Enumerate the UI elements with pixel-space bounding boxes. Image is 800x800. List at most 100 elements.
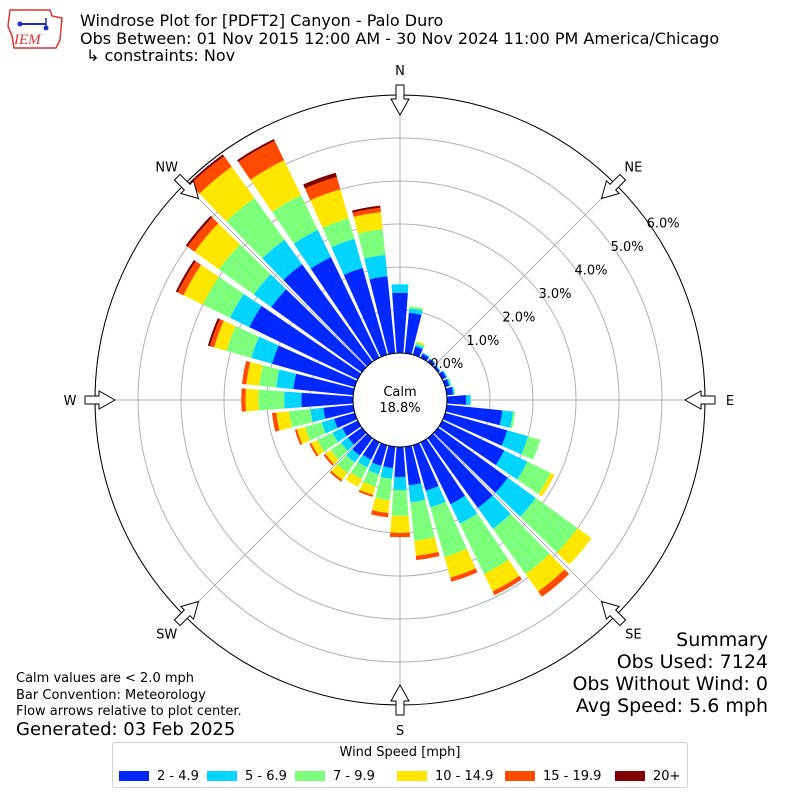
windrose-bar-segment [438, 420, 505, 466]
summary-obs-used: Obs Used: 7124 [616, 651, 768, 673]
windrose-bar-segment [525, 553, 565, 592]
compass-arrow [600, 600, 627, 627]
windrose-bar-segment [323, 404, 355, 419]
windrose-bar-segment [466, 394, 471, 406]
windrose-bar-segment [404, 312, 422, 355]
windrose-bar-segment [415, 551, 440, 561]
windrose-bar-segment [492, 575, 522, 596]
legend-swatch [505, 771, 535, 781]
legend-swatch [207, 771, 237, 781]
iem-logo: IEM [6, 6, 66, 52]
windrose-bar-segment [357, 454, 372, 468]
windrose-bar-segment [371, 510, 389, 518]
windrose-bar-segment [501, 430, 528, 455]
windrose-bar-segment [408, 308, 423, 315]
windrose-bar-segment [415, 344, 424, 350]
calm-circle [352, 352, 448, 448]
windrose-bar-segment [409, 306, 424, 311]
windrose-bar-segment [253, 274, 287, 308]
windrose-bar-segment [538, 472, 555, 497]
windrose-bar-segment [353, 212, 383, 234]
windrose-bar-segment [272, 195, 318, 244]
windrose-bar-segment [330, 442, 348, 460]
windrose-bar-segment [209, 319, 224, 348]
compass-label: SE [625, 627, 641, 642]
chart-subtitle: Obs Between: 01 Nov 2015 12:00 AM - 30 N… [80, 29, 720, 48]
compass-label: SW [156, 627, 177, 642]
radial-tick-label: 6.0% [647, 217, 680, 232]
generated-date: Generated: 03 Feb 2025 [16, 719, 236, 740]
calm-value: 18.8% [379, 401, 420, 416]
compass-arrow [683, 390, 716, 410]
windrose-bar-segment [383, 445, 396, 469]
windrose-bar-segment [371, 442, 388, 466]
legend-item: 5 - 6.9 [207, 767, 287, 785]
compass-label: NW [155, 161, 178, 176]
grid-spoke [399, 183, 617, 401]
compass-arrow [390, 683, 410, 716]
legend-label: 2 - 4.9 [157, 768, 199, 784]
compass-arrow [390, 84, 410, 117]
windrose-bar-segment [262, 239, 303, 280]
windrose-bar-segment [380, 466, 394, 479]
windrose-bar-segment [557, 528, 592, 565]
windrose-bar-segment [446, 395, 467, 405]
windrose-bar-segment [450, 495, 478, 524]
radial-tick-label: 1.0% [466, 334, 499, 349]
windrose-bar-segment [317, 432, 339, 452]
windrose-bar-segment [451, 386, 455, 395]
windrose-bar-segment [369, 276, 396, 355]
windrose-bar-segment [242, 361, 251, 385]
windrose-bar-segment [362, 438, 380, 460]
windrose-bar-segment [321, 418, 338, 434]
windrose-bar-segment [325, 450, 339, 465]
windrose-bar-segment [271, 412, 280, 432]
windrose-bar-segment [391, 284, 409, 294]
legend-label: 20+ [653, 768, 681, 784]
windrose-bar-segment [346, 449, 360, 463]
radial-tick-label: 5.0% [611, 240, 644, 255]
windrose-bar-segment [433, 427, 508, 493]
windrose-bar-segment [499, 410, 514, 428]
windrose-bar-segment [492, 513, 550, 575]
windrose-bar-segment [520, 497, 578, 553]
windrose-bar-segment [283, 264, 373, 367]
windrose-bar-segment [350, 461, 368, 480]
windrose-bar-segment [420, 438, 466, 505]
windrose-bar-segment [226, 197, 285, 259]
windrose-bar-segment [415, 342, 425, 348]
windrose-bar-segment [343, 267, 388, 358]
windrose-bar-segment [445, 386, 454, 396]
windrose-bar-segment [459, 513, 509, 574]
legend-item: 7 - 9.9 [295, 767, 375, 785]
radial-tick-label: 4.0% [575, 264, 608, 279]
legend-label: 7 - 9.9 [333, 768, 375, 784]
svg-text:IEM: IEM [13, 32, 42, 48]
windrose-bar-segment [177, 261, 202, 296]
windrose-bar-segment [363, 470, 380, 487]
axis-labels: N NE E SE S SW W NW 0.0%1.0%2.0%3.0% 4.0%5.0%6.0% [64, 64, 735, 739]
windrose-bar-segment [510, 411, 516, 429]
windrose-bar-segment [357, 229, 386, 259]
windrose-bar-segment [183, 264, 219, 305]
windrose-bar-segment [352, 433, 373, 456]
windrose-bar-segment [484, 559, 520, 592]
windrose-bar-segment [293, 229, 331, 269]
windrose-bar-segment [237, 138, 275, 162]
windrose-bar-segment [229, 293, 262, 328]
compass-label: NE [624, 161, 642, 176]
compass-arrow [600, 173, 627, 200]
windrose-bar-segment [245, 388, 259, 412]
windrose-bar-segment [391, 489, 409, 516]
windrose-bar-segment [258, 389, 285, 411]
windrose-bar-segment [358, 489, 374, 497]
summary-title: Summary [676, 629, 768, 651]
windrose-bar-segment [427, 433, 493, 508]
radial-tick-label: 0.0% [430, 357, 463, 372]
calm-note: Calm values are < 2.0 mph [16, 671, 195, 686]
windrose-bar-segment [305, 422, 326, 441]
windrose-bar-segment [345, 472, 362, 487]
windrose-bar-segment [301, 392, 354, 408]
windrose-bar-segment [214, 320, 236, 351]
